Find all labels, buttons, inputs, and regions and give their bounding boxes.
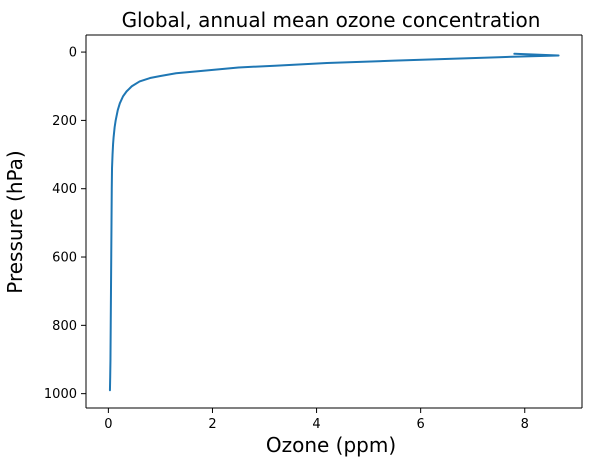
y-tick-label: 0: [69, 46, 77, 61]
y-tick-label: 800: [52, 319, 77, 334]
y-axis-label: Pressure (hPa): [3, 150, 27, 293]
x-tick-label: 8: [521, 417, 529, 432]
plot-area: [86, 35, 582, 408]
series-line-0: [108, 52, 560, 392]
y-tick-label: 1000: [44, 387, 77, 402]
x-ticks: 0 2 4 6 8: [104, 408, 529, 432]
x-tick-label: 0: [104, 417, 112, 432]
series-layer: [108, 52, 560, 392]
x-tick-label: 4: [312, 417, 320, 432]
y-tick-label: 200: [52, 114, 77, 129]
x-axis-label: Ozone (ppm): [266, 433, 396, 457]
x-tick-label: 2: [208, 417, 216, 432]
y-tick-label: 600: [52, 251, 77, 266]
axes: [85, 34, 583, 409]
x-tick-label: 6: [417, 417, 425, 432]
y-tick-label: 400: [52, 182, 77, 197]
chart-title: Global, annual mean ozone concentration: [122, 8, 541, 32]
y-ticks: 0 200 400 600 800 1000: [44, 46, 86, 402]
